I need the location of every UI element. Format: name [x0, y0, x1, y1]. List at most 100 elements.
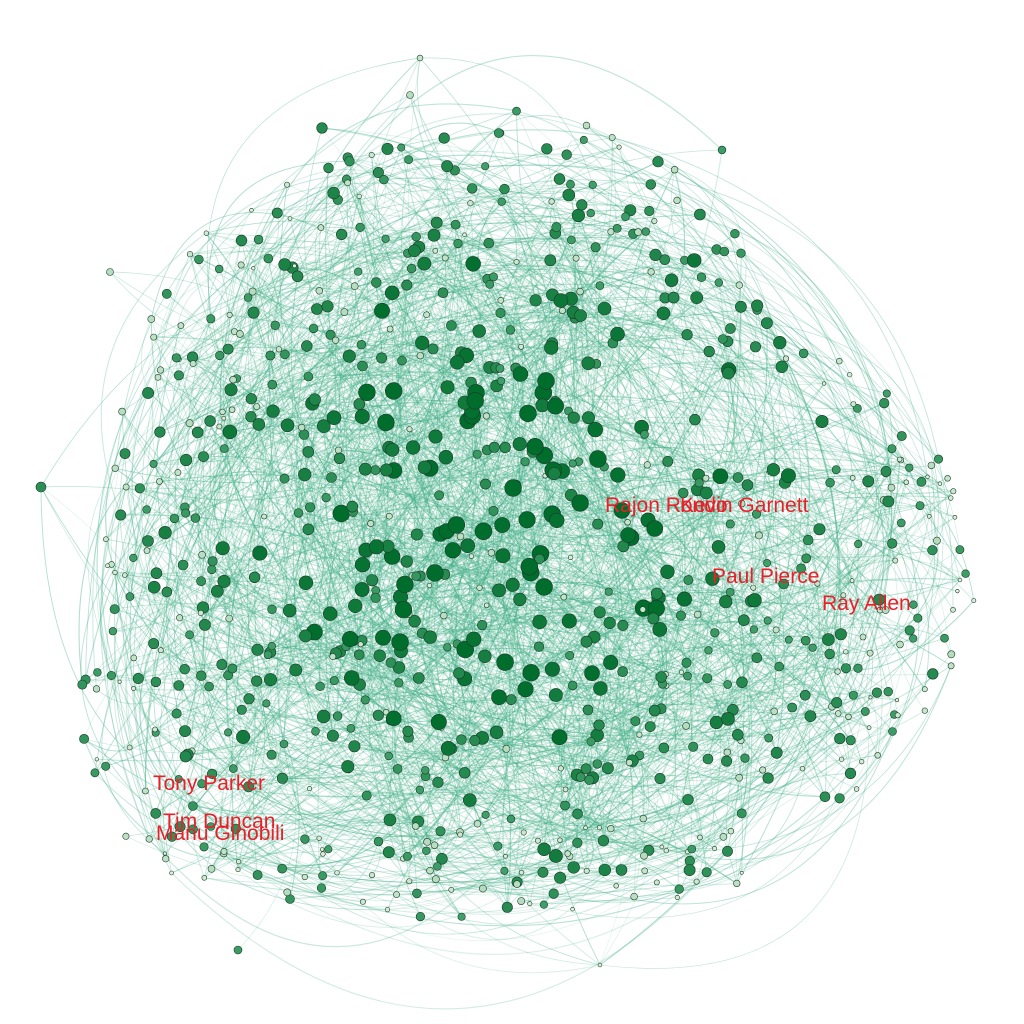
graph-edge	[292, 252, 649, 521]
graph-node	[853, 403, 862, 413]
graph-node	[459, 767, 471, 779]
graph-node	[655, 671, 667, 683]
graph-edge	[133, 203, 474, 659]
edge-layer	[40, 55, 975, 1010]
graph-node	[570, 906, 575, 912]
graph-edge	[133, 452, 629, 659]
graph-edge	[408, 613, 588, 871]
graph-node	[382, 708, 390, 716]
graph-node	[838, 756, 845, 762]
graph-edge	[319, 566, 530, 695]
graph-node	[641, 227, 650, 236]
graph-node	[262, 699, 271, 708]
graph-edge	[241, 240, 945, 685]
graph-edge	[393, 443, 521, 908]
graph-edge	[227, 670, 746, 759]
graph-edge	[429, 550, 833, 707]
graph-edge	[146, 287, 393, 510]
graph-node	[853, 786, 860, 792]
graph-edge	[386, 299, 601, 966]
graph-edge	[602, 528, 732, 832]
graph-node	[179, 750, 192, 763]
graph-edge	[112, 418, 536, 632]
graph-node	[468, 553, 475, 559]
graph-node	[505, 577, 520, 592]
graph-node	[462, 793, 477, 807]
graph-edge	[347, 150, 961, 581]
graph-edge	[203, 192, 356, 457]
graph-node	[497, 376, 506, 385]
graph-edge	[206, 232, 664, 389]
graph-edge	[184, 669, 367, 798]
graph-edge	[201, 378, 308, 676]
graph-node	[293, 508, 304, 518]
graph-node	[887, 538, 898, 549]
graph-edge	[202, 329, 511, 562]
graph-node	[580, 763, 592, 775]
graph-edge	[278, 315, 581, 779]
graph-edge	[316, 308, 574, 378]
graph-edge	[371, 849, 650, 913]
graph-node	[117, 679, 122, 684]
graph-node	[412, 822, 420, 830]
graph-node	[739, 870, 744, 875]
graph-edge	[448, 454, 545, 833]
graph-edge	[354, 605, 688, 853]
graph-edge	[349, 355, 636, 897]
graph-node	[712, 845, 718, 851]
graph-edge	[226, 333, 427, 852]
graph-edge	[189, 253, 425, 302]
graph-edge	[248, 495, 807, 699]
graph-node	[373, 836, 384, 847]
graph-edge	[403, 226, 604, 842]
graph-node	[191, 426, 204, 439]
graph-edge	[735, 503, 790, 641]
graph-edge	[133, 657, 388, 911]
graph-node	[693, 878, 700, 885]
graph-node	[520, 457, 530, 467]
graph-edge	[437, 536, 517, 783]
graph-edge	[350, 581, 682, 729]
graph-node	[366, 574, 379, 587]
graph-edge	[155, 766, 443, 860]
graph-node	[873, 593, 886, 606]
graph-node	[772, 626, 780, 634]
graph-edge	[345, 179, 434, 350]
graph-node	[157, 647, 164, 654]
graph-edge	[97, 667, 400, 755]
graph-edge	[385, 556, 571, 757]
graph-node	[147, 315, 156, 323]
graph-node	[474, 522, 493, 540]
graph-node	[862, 475, 875, 488]
graph-node	[751, 652, 763, 664]
graph-edge	[479, 546, 624, 611]
graph-edge	[454, 153, 781, 343]
graph-node	[215, 350, 225, 361]
graph-node	[276, 772, 288, 784]
graph-edge	[154, 729, 470, 821]
graph-node	[350, 282, 359, 291]
graph-node	[940, 633, 949, 643]
graph-node	[740, 753, 750, 763]
graph-edge	[612, 137, 742, 307]
graph-edge	[106, 392, 367, 840]
graph-edge	[200, 580, 410, 882]
graph-edge	[191, 730, 409, 778]
graph-node	[646, 520, 664, 537]
graph-edge	[464, 678, 579, 814]
graph-edge	[478, 184, 662, 678]
graph-edge	[159, 348, 434, 874]
graph-edge	[332, 586, 545, 677]
graph-edge	[542, 629, 777, 905]
graph-edge	[160, 328, 317, 651]
graph-node	[199, 842, 209, 852]
graph-edge	[350, 404, 445, 575]
graph-node	[122, 483, 130, 491]
graph-node	[489, 725, 504, 739]
graph-edge	[295, 167, 462, 671]
graph-node	[229, 376, 237, 384]
graph-edge	[514, 519, 592, 742]
graph-edge	[421, 453, 478, 574]
graph-edge	[457, 243, 961, 605]
graph-edge	[604, 342, 757, 871]
